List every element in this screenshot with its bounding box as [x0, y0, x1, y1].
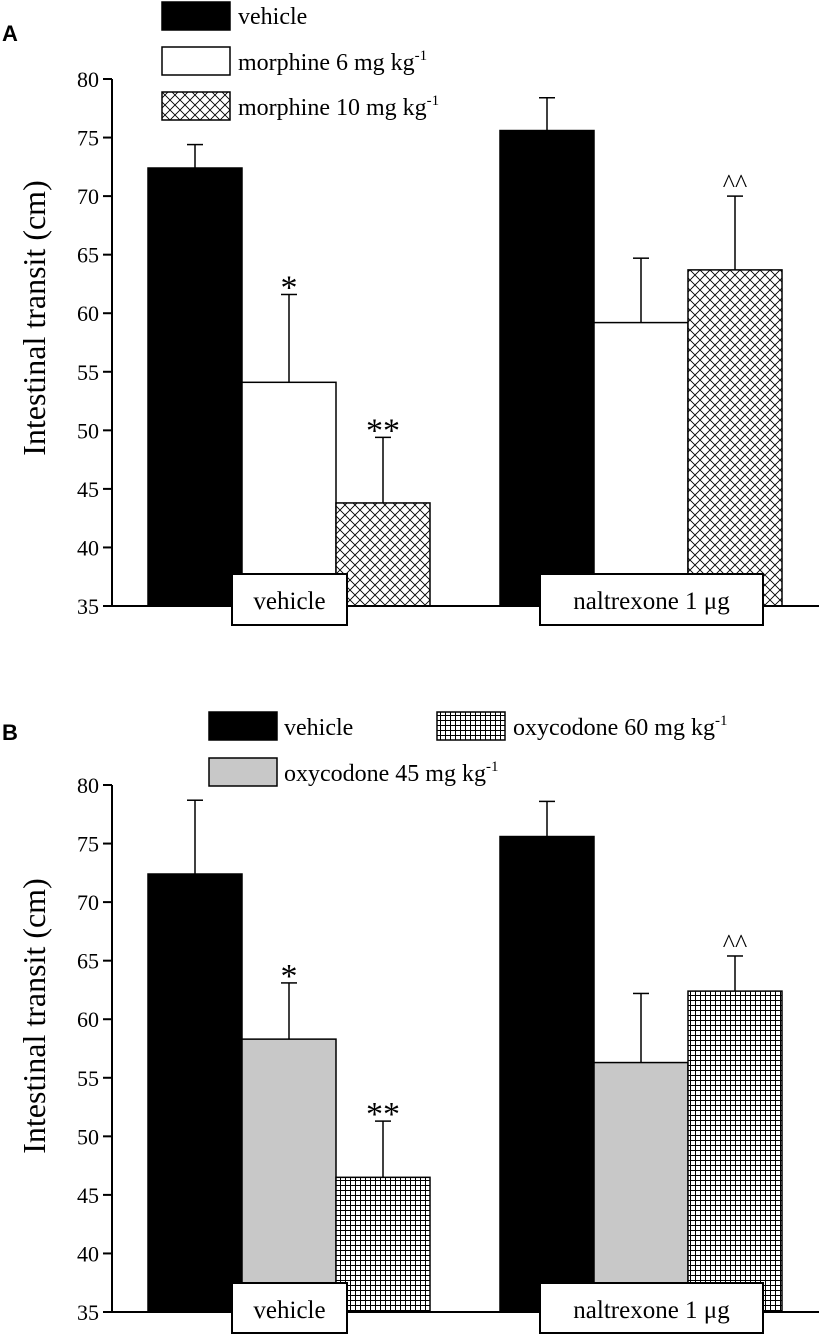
panel-b-g0-s1-bar	[241, 1038, 337, 1313]
panel-a-ytick-label-6: 65	[77, 243, 99, 268]
panel-b-g1-s0-bar	[499, 835, 595, 1313]
panel-a-g1-s0-bar	[499, 129, 595, 607]
legend-b-1-label: oxycodone 45 mg kg-1	[284, 759, 498, 787]
legend-b-2-swatch	[436, 711, 506, 741]
panel-a-group-label-1-box	[539, 573, 764, 626]
panel-b-g1-s2-bar	[687, 990, 783, 1313]
panel-b-ytick-label-5: 60	[77, 1007, 99, 1032]
panel-a-group-label-1: naltrexone 1 μg	[539, 573, 764, 626]
panel-a-ytick-label-2: 45	[77, 477, 99, 502]
panel-a-ytick-label-0: 35	[77, 594, 99, 619]
panel-a-group-label-1-text: naltrexone 1 μg	[573, 588, 730, 615]
panel-b-ytick-label-2: 45	[77, 1183, 99, 1208]
panel-b-ytick-label-3: 50	[77, 1124, 99, 1149]
legend-a-0: vehicle	[161, 1, 307, 31]
panel-b: B vehicle oxycodone 45 mg kg-1 oxycodone…	[2, 711, 819, 1334]
legend-a-1-swatch	[161, 46, 231, 76]
panel-a-g0-s1-bar	[241, 381, 337, 607]
panel-a-ytick-label-5: 60	[77, 301, 99, 326]
panel-b-ylabel: Intestinal transit (cm)	[16, 878, 52, 1153]
panel-a-ytick-label-3: 50	[77, 418, 99, 443]
panel-b-ytick-label-6: 65	[77, 949, 99, 974]
panel-b-group-label-1: naltrexone 1 μg	[539, 1282, 764, 1334]
legend-a-2-swatch	[161, 91, 231, 121]
panel-a-group-label-0: vehicle	[231, 573, 348, 626]
legend-a-2: morphine 10 mg kg-1	[161, 91, 439, 121]
panel-b-letter: B	[2, 720, 18, 745]
panel-b-group-label-1-box	[539, 1282, 764, 1334]
panel-b-legend: vehicle oxycodone 45 mg kg-1 oxycodone 6…	[208, 711, 727, 787]
panel-b-group-label-1-text: naltrexone 1 μg	[573, 1297, 730, 1324]
panel-b-ytick-label-0: 35	[77, 1300, 99, 1325]
panel-b-ytick-label-4: 55	[77, 1066, 99, 1091]
panel-a-ytick-label-7: 70	[77, 184, 99, 209]
legend-a-0-label: vehicle	[238, 4, 307, 30]
panel-a-group-label-0-box	[231, 573, 348, 626]
panel-a-letter: A	[2, 21, 18, 46]
panel-b-ytick-label-9: 80	[77, 773, 99, 798]
panel-a-ylabel: Intestinal transit (cm)	[16, 180, 52, 455]
legend-a-1-label: morphine 6 mg kg-1	[238, 48, 427, 76]
legend-a-1: morphine 6 mg kg-1	[161, 46, 427, 76]
panel-b-ytick-label-1: 40	[77, 1241, 99, 1266]
panel-a-legend: vehicle morphine 6 mg kg-1 morphine 10 m…	[161, 1, 439, 121]
legend-a-2-label: morphine 10 mg kg-1	[238, 93, 439, 121]
panel-b-group-label-0-box	[231, 1282, 348, 1334]
panel-b-g0-s2-annotation: **	[366, 1096, 400, 1133]
panel-b-g0-s2-bar	[335, 1176, 431, 1313]
legend-a-0-swatch	[161, 1, 231, 31]
panel-a-ytick-label-8: 75	[77, 126, 99, 151]
panel-b-ytick-label-7: 70	[77, 890, 99, 915]
panel-a-g1-s2-bar	[687, 269, 783, 607]
panel-a-ytick-label-9: 80	[77, 67, 99, 92]
panel-b-g1-s1-bar	[593, 1061, 689, 1313]
panel-a: A vehicle morphine 6 mg kg-1 morphine 10…	[2, 1, 819, 626]
panel-b-ytick-label-8: 75	[77, 832, 99, 857]
panel-b-group-label-0: vehicle	[231, 1282, 348, 1334]
panel-a-ytick-label-1: 40	[77, 535, 99, 560]
legend-b-0-swatch	[208, 711, 278, 741]
legend-b-1: oxycodone 45 mg kg-1	[208, 757, 498, 787]
panel-a-g1-s1-bar	[593, 321, 689, 607]
panel-b-g0-s0-bar	[147, 873, 243, 1313]
panel-a-yaxis: 35 40 45 50 55 60 65 70 75 80	[77, 67, 113, 619]
panel-a-ytick-label-4: 55	[77, 360, 99, 385]
legend-b-0: vehicle	[208, 711, 353, 741]
panel-a-g0-s2-annotation: **	[366, 412, 400, 449]
panel-b-yaxis: 35 40 45 50 55 60 65 70 75 80	[77, 773, 113, 1325]
panel-a-g0-s2-bar	[335, 502, 431, 607]
panel-b-bars: ***^^	[147, 799, 783, 1313]
legend-b-0-label: vehicle	[284, 715, 353, 741]
panel-b-group-label-0-text: vehicle	[253, 1297, 325, 1324]
panel-a-g0-s1-annotation: *	[281, 269, 298, 306]
panel-b-g1-s2-annotation: ^^	[723, 929, 747, 958]
legend-b-1-swatch	[208, 757, 278, 787]
panel-a-bars: ***^^	[147, 96, 783, 607]
legend-b-2: oxycodone 60 mg kg-1	[436, 711, 727, 741]
panel-a-g1-s2-annotation: ^^	[723, 169, 747, 198]
panel-a-group-label-0-text: vehicle	[253, 588, 325, 615]
panel-b-g0-s1-annotation: *	[281, 958, 298, 995]
panel-a-g0-s0-bar	[147, 167, 243, 607]
legend-b-2-label: oxycodone 60 mg kg-1	[513, 713, 727, 741]
